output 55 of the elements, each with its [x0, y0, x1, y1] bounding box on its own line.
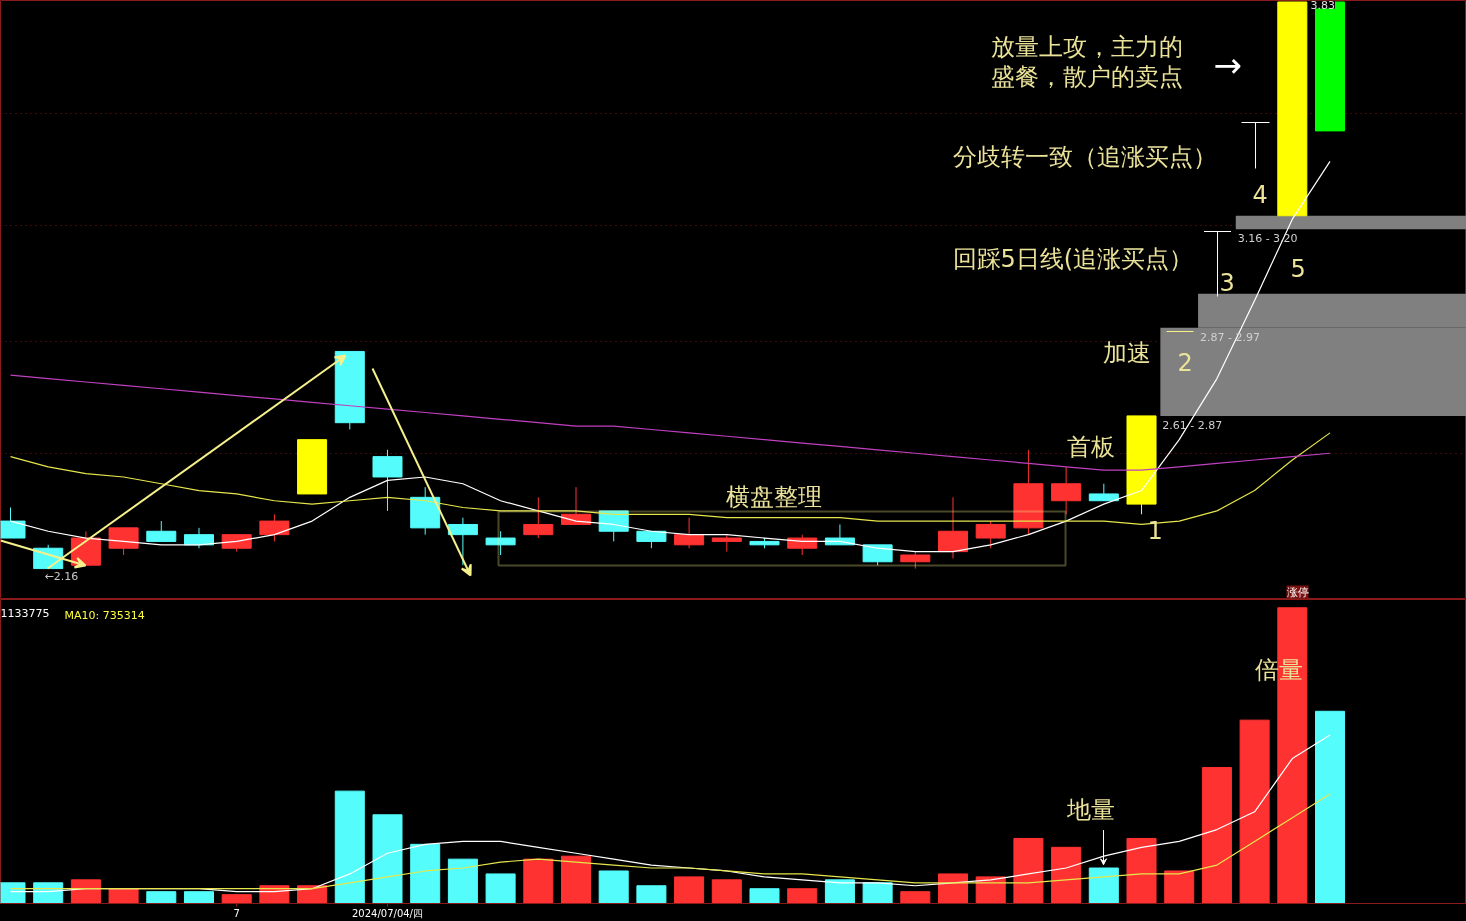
bar: [560, 855, 592, 904]
bar: [1164, 870, 1195, 904]
bar: [1277, 607, 1308, 904]
bar: [787, 888, 818, 904]
annotation: 5: [1290, 254, 1306, 283]
annotation: 首板: [1066, 432, 1115, 461]
annotation: 放量上攻，主力的: [990, 32, 1183, 61]
annotation: 盛餐，散户的卖点: [990, 62, 1183, 91]
annotation: 1: [1147, 516, 1163, 545]
bar: [1088, 867, 1119, 904]
bar: [975, 876, 1006, 904]
annotation: 1133775: [0, 606, 50, 620]
bar: [749, 888, 780, 904]
bar: [523, 858, 554, 904]
bar: [70, 879, 101, 904]
bar: [824, 879, 855, 904]
annotation: 4: [1252, 180, 1268, 209]
annotation: 分歧转一致（追涨买点）: [952, 142, 1217, 171]
bar: [334, 790, 365, 904]
bar: [485, 873, 516, 904]
bar: [1013, 837, 1044, 904]
bar: [1126, 837, 1157, 904]
bar: [938, 873, 969, 904]
bar: [862, 882, 893, 904]
bar: [1051, 846, 1082, 904]
annotation: 3.83: [1310, 0, 1335, 12]
annotation: 3: [1219, 268, 1235, 297]
bar: [598, 870, 629, 904]
bar: [711, 879, 742, 904]
bar: [900, 891, 931, 904]
bar: [1239, 719, 1270, 904]
bar: [1315, 710, 1346, 904]
x-tick-label: 7: [233, 907, 240, 919]
bar: [146, 891, 177, 904]
bar: [108, 888, 139, 904]
band-label: 2.87 - 2.97: [1199, 330, 1260, 344]
annotation: MA10: 735314: [64, 608, 145, 622]
annotation: →: [1213, 44, 1242, 85]
text: 涨停: [1286, 585, 1309, 599]
annotation: 横盘整理: [725, 482, 822, 511]
bar: [447, 858, 478, 904]
bar: [372, 814, 403, 904]
bar: [1201, 766, 1232, 904]
annotation: 2: [1177, 348, 1193, 377]
text: ←2.16: [44, 569, 79, 583]
bar: [410, 843, 441, 904]
bar: [674, 876, 705, 904]
bar: [183, 891, 215, 904]
band-label: 2.61 - 2.87: [1162, 418, 1223, 432]
bar: [636, 885, 667, 904]
bar: [221, 894, 252, 904]
annotation: 回踩5日线(追涨买点）: [952, 244, 1194, 273]
annotation: 地量: [1065, 795, 1115, 824]
annotation: 加速: [1102, 338, 1151, 367]
x-tick-label: 2024/07/04/四: [352, 907, 424, 919]
